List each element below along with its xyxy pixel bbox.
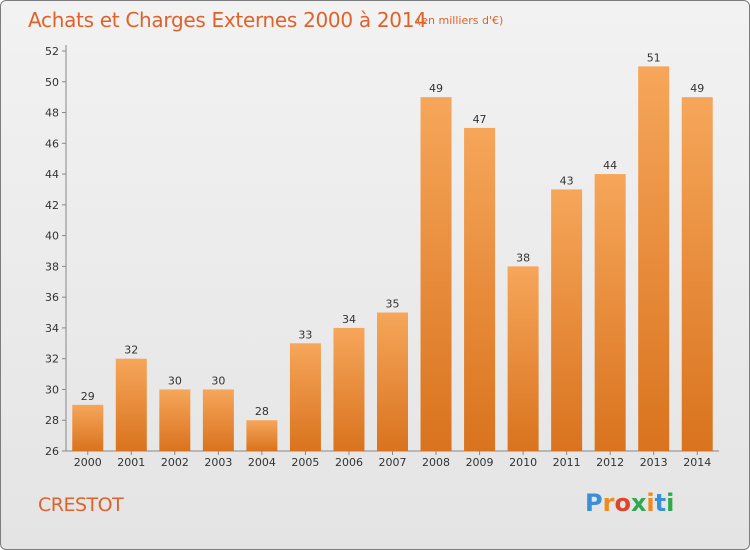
x-tick-label: 2005: [291, 456, 319, 469]
x-tick-label: 2011: [553, 456, 581, 469]
data-label: 30: [168, 374, 182, 387]
bar-2011: [551, 189, 583, 451]
y-tick-label: 46: [45, 137, 59, 150]
logo-letter: o: [614, 489, 631, 517]
y-tick-label: 26: [45, 445, 59, 458]
data-label: 34: [342, 313, 356, 326]
data-label: 47: [473, 113, 487, 126]
bar-2007: [377, 312, 408, 451]
y-tick-label: 52: [45, 45, 59, 58]
x-tick-label: 2010: [509, 456, 537, 469]
bar-2005: [289, 343, 321, 451]
chart-unit: (en milliers d'€): [417, 14, 504, 27]
x-tick-label: 2014: [683, 456, 711, 469]
data-label: 49: [690, 82, 704, 95]
data-label: 35: [386, 298, 400, 311]
bar-2002: [159, 389, 191, 451]
logo-letter: i: [666, 489, 675, 517]
bar-2013: [638, 66, 670, 451]
y-tick-label: 44: [45, 168, 59, 181]
y-tick-label: 34: [45, 322, 59, 335]
y-tick-label: 48: [45, 107, 59, 120]
data-label: 32: [124, 344, 138, 357]
logo-letter: P: [585, 489, 603, 517]
data-label: 51: [647, 51, 661, 64]
data-label: 28: [255, 405, 269, 418]
x-tick-label: 2008: [422, 456, 450, 469]
bar-2014: [681, 97, 713, 452]
y-tick-label: 28: [45, 414, 59, 427]
x-tick-label: 2001: [117, 456, 145, 469]
bar-2008: [420, 97, 452, 452]
x-tick-label: 2012: [596, 456, 624, 469]
x-tick-label: 2004: [248, 456, 276, 469]
data-labels: 2000 29 2001 32 2002 30 2003 30 2004 28 2005 33 2006…: [74, 51, 711, 469]
data-label: 43: [560, 174, 574, 187]
x-tick-label: 2009: [466, 456, 494, 469]
data-label: 30: [211, 374, 225, 387]
x-tick-label: 2013: [640, 456, 668, 469]
y-tick-label: 38: [45, 260, 59, 273]
data-label: 49: [429, 82, 443, 95]
y-tick-label: 36: [45, 291, 59, 304]
bars: [72, 66, 713, 452]
y-tick-label: 32: [45, 353, 59, 366]
bar-2010: [507, 266, 539, 451]
bar-2000: [72, 404, 104, 451]
bar-2006: [333, 327, 365, 451]
logo-letter: x: [630, 489, 647, 517]
proxiti-logo: Proxiti: [585, 489, 674, 517]
bar-2004: [246, 420, 278, 451]
y-tick-label: 50: [45, 76, 59, 89]
data-label: 44: [603, 159, 617, 172]
x-tick-label: 2007: [379, 456, 407, 469]
data-label: 38: [516, 251, 530, 264]
bar-2012: [594, 174, 626, 452]
y-tick-label: 40: [45, 230, 59, 243]
y-tick-label: 42: [45, 199, 59, 212]
x-tick-label: 2006: [335, 456, 363, 469]
bar-2003: [202, 389, 234, 451]
y-tick-label: 30: [45, 383, 59, 396]
data-label: 33: [298, 328, 312, 341]
x-tick-label: 2000: [74, 456, 102, 469]
axes: 26 28 30 32 34 36 38 40 42 44 46 48 50 52: [45, 45, 719, 458]
logo-letter: r: [602, 489, 615, 517]
x-tick-label: 2003: [204, 456, 232, 469]
logo-letter: t: [654, 489, 667, 517]
bar-2009: [464, 127, 496, 451]
data-label: 29: [81, 390, 95, 403]
chart-title: Achats et Charges Externes 2000 à 2014: [28, 8, 427, 32]
commune-name: CRESTOT: [38, 494, 124, 516]
logo-letter: i: [646, 489, 655, 517]
x-tick-label: 2002: [161, 456, 189, 469]
bar-2001: [115, 358, 147, 451]
